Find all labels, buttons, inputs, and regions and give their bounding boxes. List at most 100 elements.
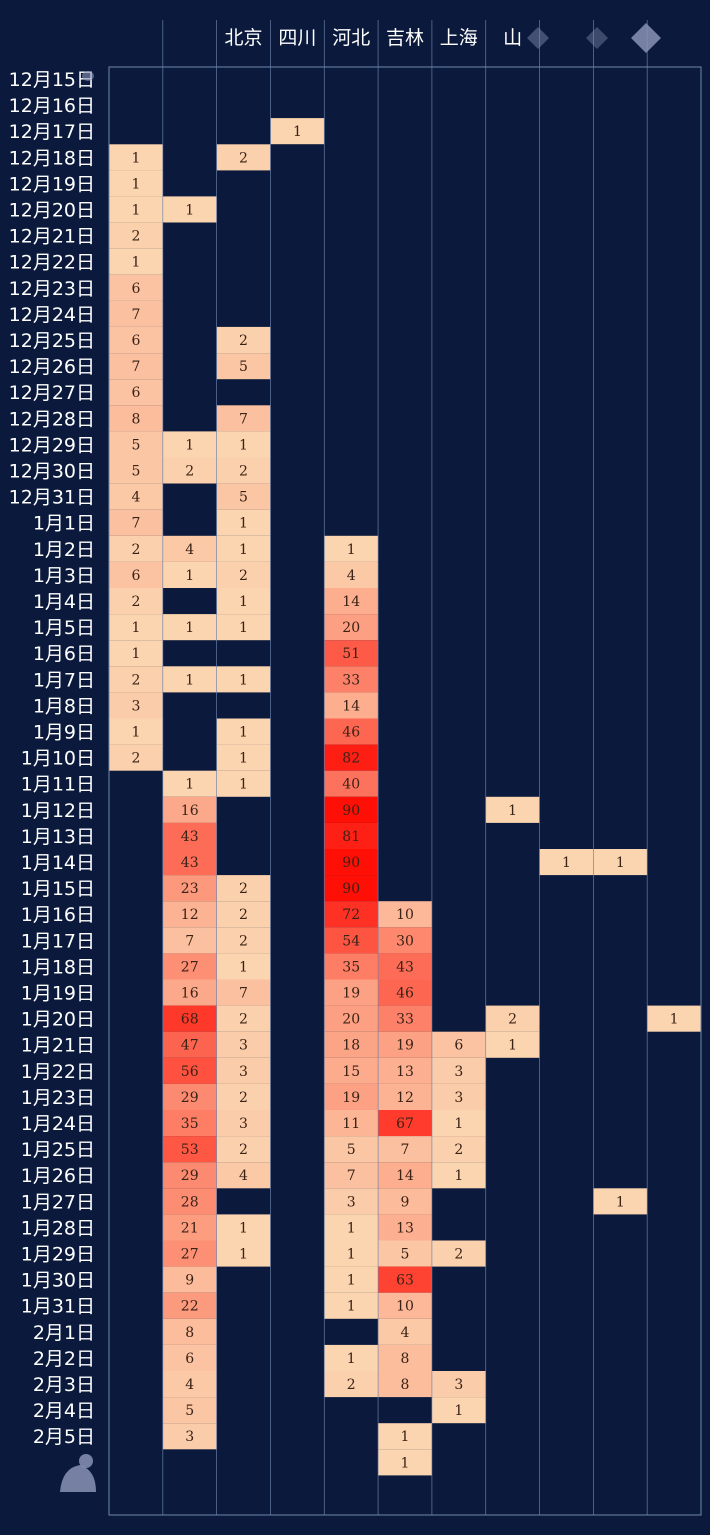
cell-value-label: 68 (181, 1012, 199, 1028)
heatmap-cell (162, 1371, 217, 1398)
row-label: 1月16日 (21, 904, 95, 926)
row-label: 1月29日 (21, 1244, 95, 1266)
cell-value-label: 19 (342, 1090, 360, 1106)
heatmap-cell (162, 457, 217, 484)
cell-value-label: 5 (239, 359, 248, 375)
heatmap-cell (324, 1031, 379, 1058)
cell-value-label: 13 (396, 1220, 414, 1236)
cell-value-label: 3 (454, 1090, 463, 1106)
heatmap-cell (162, 796, 217, 823)
grid-layer (108, 20, 702, 1516)
cell-value-label: 4 (185, 1377, 194, 1393)
heatmap-cell (162, 849, 217, 876)
heatmap-cell (162, 1057, 217, 1084)
heatmap-cell (109, 144, 163, 171)
cell-value-label: 7 (185, 933, 194, 949)
heatmap-cell (216, 144, 271, 171)
cell-value-label: 27 (181, 1247, 199, 1263)
row-label: 1月18日 (21, 956, 95, 978)
heatmap-cell (378, 1057, 432, 1084)
row-label: 1月28日 (21, 1217, 95, 1239)
cell-value-label: 4 (185, 542, 194, 558)
cell-value-label: 2 (131, 672, 140, 688)
heatmap-cell (216, 1110, 271, 1137)
heatmap-cell (109, 588, 163, 615)
heatmap-cell (431, 1240, 486, 1267)
heatmap-cell (109, 196, 163, 223)
heatmap-cell (162, 1318, 217, 1345)
person-silhouette-icon (60, 1454, 96, 1492)
cell-value-label: 54 (342, 933, 360, 949)
heatmap-cell (162, 1136, 217, 1163)
row-label: 1月30日 (21, 1270, 95, 1292)
row-label: 1月25日 (21, 1139, 95, 1161)
row-label: 12月17日 (9, 121, 95, 143)
cell-value-label: 2 (508, 1012, 517, 1028)
heatmap-cell (162, 614, 217, 641)
cell-value-label: 5 (401, 1247, 410, 1263)
row-label: 12月18日 (9, 147, 95, 169)
heatmap-cell (324, 849, 379, 876)
heatmap-cell (109, 405, 163, 432)
heatmap-cell (162, 1292, 217, 1319)
cell-value-label: 56 (181, 1064, 199, 1080)
cell-value-label: 6 (131, 385, 140, 401)
heatmap-cell (324, 692, 379, 719)
heatmap-cell (324, 1214, 379, 1241)
row-label: 12月30日 (9, 461, 95, 483)
heatmap-cell (647, 1005, 701, 1032)
cell-value-label: 3 (131, 698, 140, 714)
cell-value-label: 5 (239, 490, 248, 506)
cell-value-label: 14 (342, 594, 360, 610)
cell-value-label: 35 (342, 959, 360, 975)
row-label: 12月20日 (9, 200, 95, 222)
cell-value-label: 1 (131, 150, 140, 166)
heatmap-cell (324, 1344, 379, 1371)
row-label: 12月31日 (9, 487, 95, 509)
cell-value-label: 30 (396, 933, 414, 949)
heatmap-cell (593, 849, 648, 876)
heatmap-cell (324, 1162, 379, 1189)
cell-value-label: 2 (239, 464, 248, 480)
cell-value-label: 1 (131, 203, 140, 219)
cell-value-label: 1 (239, 437, 248, 453)
heatmap-cell (324, 1057, 379, 1084)
cell-value-label: 3 (239, 1064, 248, 1080)
cell-value-label: 16 (181, 986, 199, 1002)
cell-value-label: 3 (239, 1116, 248, 1132)
cell-value-label: 14 (396, 1168, 414, 1184)
icons-layer (60, 23, 661, 1492)
cell-value-label: 1 (239, 959, 248, 975)
heatmap-cell (378, 901, 432, 928)
cell-value-label: 2 (239, 1012, 248, 1028)
row-label: 1月10日 (21, 748, 95, 770)
cell-value-label: 2 (131, 229, 140, 245)
heatmap-cell (324, 535, 379, 562)
heatmap-cell (378, 1371, 432, 1398)
heatmap-cell (378, 1110, 432, 1137)
heatmap-cell (324, 1266, 379, 1293)
cell-value-label: 1 (131, 620, 140, 636)
cell-value-label: 2 (239, 150, 248, 166)
cell-value-label: 46 (342, 725, 360, 741)
diamond-icon (631, 23, 661, 53)
row-label: 2月5日 (33, 1426, 95, 1448)
heatmap-cell (109, 483, 163, 510)
heatmap-cell (109, 744, 163, 771)
cell-value-label: 5 (131, 437, 140, 453)
row-label: 2月4日 (33, 1400, 95, 1422)
row-label: 12月27日 (9, 382, 95, 404)
cell-value-label: 40 (342, 777, 360, 793)
cell-value-label: 29 (181, 1090, 199, 1106)
diamond-icon (586, 27, 608, 49)
cell-value-label: 4 (239, 1168, 248, 1184)
cell-value-label: 2 (239, 881, 248, 897)
heatmap-cell (162, 1266, 217, 1293)
row-label: 12月19日 (9, 173, 95, 195)
cell-value-label: 3 (454, 1377, 463, 1393)
heatmap-cell (162, 1083, 217, 1110)
heatmap-cell (162, 1110, 217, 1137)
heatmap-cell (109, 561, 163, 588)
cell-value-label: 67 (396, 1116, 414, 1132)
